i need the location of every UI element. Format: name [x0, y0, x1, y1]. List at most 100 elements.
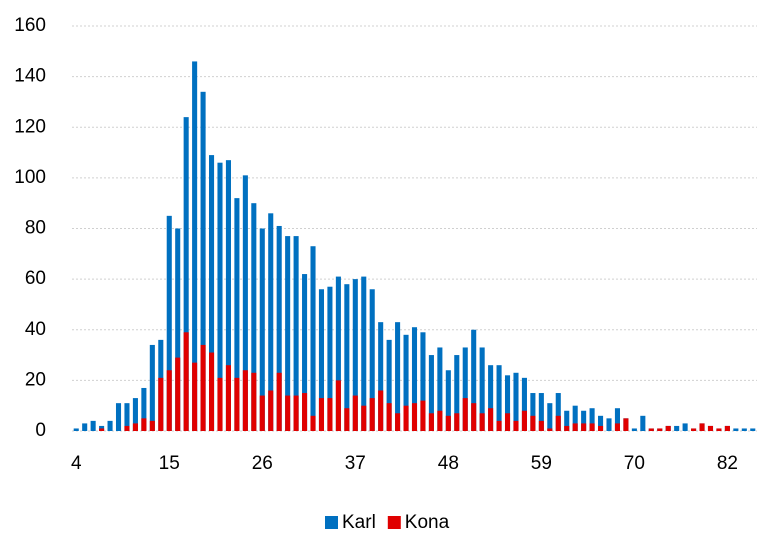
bar — [335, 276, 341, 431]
bar — [699, 423, 705, 431]
bar — [327, 286, 333, 431]
bar — [268, 390, 274, 431]
bar — [217, 162, 223, 431]
bar — [251, 203, 257, 431]
bar — [691, 428, 697, 431]
bar — [614, 408, 620, 431]
bar — [428, 413, 434, 431]
bar — [598, 415, 604, 431]
bar — [166, 215, 172, 431]
bar — [141, 387, 147, 431]
y-tick-label: 140 — [14, 66, 46, 87]
bar — [538, 393, 544, 431]
bar — [488, 408, 494, 431]
y-tick-label: 60 — [25, 268, 46, 289]
bar — [175, 228, 181, 431]
bar — [657, 428, 663, 431]
bar — [99, 428, 105, 431]
bar — [378, 390, 384, 431]
bar — [530, 393, 536, 431]
bar — [344, 284, 350, 431]
bar — [361, 405, 367, 431]
bar — [369, 289, 375, 431]
bar — [631, 428, 637, 431]
bar — [200, 91, 206, 431]
bar — [132, 398, 138, 431]
bar — [581, 410, 587, 431]
legend-swatch — [387, 516, 401, 529]
bar — [674, 425, 680, 431]
bar — [361, 276, 367, 431]
bar — [209, 155, 215, 431]
bar — [504, 413, 511, 431]
bar — [318, 289, 325, 431]
bar — [352, 279, 358, 431]
bar — [420, 332, 426, 431]
bar — [310, 246, 316, 431]
bar — [598, 425, 604, 431]
bar — [183, 332, 189, 431]
bar — [420, 400, 426, 431]
bar — [547, 428, 553, 431]
y-tick-label: 80 — [25, 218, 46, 239]
y-tick-label: 120 — [14, 116, 46, 137]
bar — [166, 370, 172, 431]
legend-label: Karl — [342, 512, 376, 533]
bar — [741, 428, 747, 431]
bar — [149, 344, 155, 431]
bar — [403, 334, 409, 431]
bar — [73, 428, 79, 431]
y-tick-label: 40 — [25, 319, 46, 340]
bar — [107, 420, 113, 431]
bar — [209, 352, 215, 431]
bar — [513, 372, 519, 431]
bar — [564, 425, 570, 431]
legend-label: Kona — [405, 512, 450, 533]
bar — [386, 403, 392, 431]
bar — [437, 410, 443, 431]
x-tick-label: 4 — [71, 453, 82, 474]
bar — [572, 405, 578, 431]
bar — [225, 365, 231, 431]
bar — [158, 377, 164, 431]
bar — [504, 375, 511, 431]
bar — [369, 398, 375, 431]
bar — [437, 347, 443, 431]
bar — [428, 355, 434, 431]
x-tick-label: 37 — [345, 453, 366, 474]
bar — [589, 408, 595, 431]
bar — [217, 377, 223, 431]
bar — [488, 365, 494, 431]
bar — [395, 322, 401, 431]
bar — [555, 393, 561, 431]
bar — [496, 420, 502, 431]
bar — [293, 236, 299, 431]
bar — [386, 339, 392, 431]
bar — [411, 327, 418, 431]
bar — [581, 423, 587, 431]
bar — [555, 415, 561, 431]
bar — [141, 418, 147, 431]
bar — [285, 395, 291, 431]
bar — [82, 423, 88, 431]
bar — [318, 398, 325, 431]
bar — [285, 236, 291, 431]
bar — [403, 405, 409, 431]
bar — [310, 415, 316, 431]
bar — [234, 198, 240, 431]
bar — [750, 428, 756, 431]
bar — [115, 403, 122, 431]
bar — [538, 420, 544, 431]
bar — [479, 413, 485, 431]
bar — [124, 425, 130, 431]
x-tick-label: 26 — [252, 453, 273, 474]
bar — [344, 408, 350, 431]
y-tick-label: 0 — [35, 420, 46, 441]
bar — [521, 410, 527, 431]
x-tick-label: 59 — [531, 453, 552, 474]
bar — [665, 425, 671, 431]
bar — [302, 274, 308, 431]
x-tick-label: 15 — [159, 453, 180, 474]
bar — [640, 415, 646, 431]
